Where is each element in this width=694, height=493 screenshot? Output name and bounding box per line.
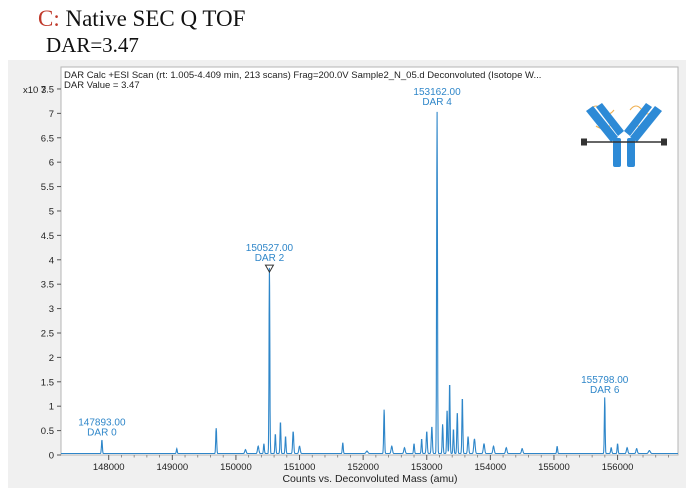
x-tick-label: 149000 <box>156 462 188 473</box>
peak-dar-label: DAR 6 <box>590 385 620 396</box>
y-tick-label: 5 <box>49 206 54 217</box>
y-tick-label: 2 <box>49 353 54 364</box>
x-tick-label: 152000 <box>347 462 379 473</box>
y-tick-label: 5.5 <box>41 182 54 193</box>
panel-letter: C: <box>38 6 60 31</box>
y-axis: 0 0.5 1 1.5 2 2.5 3 3.5 4 4.5 5 5.5 6 6.5 7 7.5 <box>41 84 61 462</box>
x-tick-label: 153000 <box>411 462 443 473</box>
plot-area <box>60 66 679 456</box>
x-tick-label: 148000 <box>93 462 125 473</box>
panel-title: Native SEC Q TOF <box>65 6 246 31</box>
y-tick-label: 2.5 <box>41 328 54 339</box>
x-tick-label: 156000 <box>602 462 634 473</box>
peak-dar-label: DAR 0 <box>87 427 117 438</box>
y-tick-label: 0 <box>49 451 54 462</box>
y-tick-label: 4.5 <box>41 231 54 242</box>
y-tick-label: 4 <box>49 255 54 266</box>
spectrum-line <box>61 111 678 455</box>
peak-dar-label: DAR 4 <box>422 97 452 108</box>
peak-mass-label: 150527.00 <box>246 243 294 254</box>
y-tick-label: 1.5 <box>41 377 54 388</box>
y-tick-label: 6.5 <box>41 133 54 144</box>
x-axis: 148000 149000 150000 151000 152000 153000 1540… <box>93 455 669 473</box>
y-tick-label: 0.5 <box>41 426 54 437</box>
peak-marker <box>264 264 275 274</box>
y-exponent-label: x10 3 <box>23 85 46 96</box>
y-tick-label: 6 <box>49 158 54 169</box>
peak-dar-label: DAR 2 <box>255 253 285 264</box>
antibody-body <box>586 103 662 167</box>
linker-bar <box>581 138 667 146</box>
y-tick-label: 3 <box>49 304 54 315</box>
peak-mass-label: 153162.00 <box>413 87 461 98</box>
y-tick-label: 3.5 <box>41 280 54 291</box>
y-tick-label: 7 <box>49 109 54 120</box>
chart-header-line1: DAR Calc +ESI Scan (rt: 1.005-4.409 min,… <box>64 70 541 81</box>
y-tick-label: 7.5 <box>41 84 54 95</box>
panel-heading: C: Native SEC Q TOF <box>38 6 245 32</box>
x-axis-label: Counts vs. Deconvoluted Mass (amu) <box>282 473 457 485</box>
x-tick-label: 150000 <box>220 462 252 473</box>
peak-mass-label: 155798.00 <box>581 375 629 386</box>
chart-header-line2: DAR Value = 3.47 <box>64 80 140 91</box>
dar-summary: DAR=3.47 <box>46 33 139 57</box>
x-tick-label: 154000 <box>475 462 507 473</box>
peak-mass-label: 147893.00 <box>78 417 126 428</box>
x-tick-label: 151000 <box>284 462 316 473</box>
x-tick-label: 155000 <box>538 462 570 473</box>
y-tick-label: 1 <box>49 402 54 413</box>
